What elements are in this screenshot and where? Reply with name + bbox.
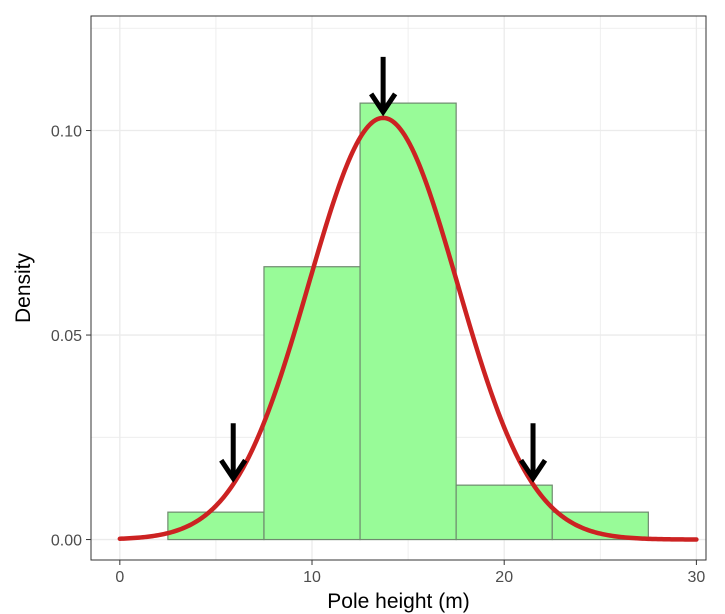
histogram-bar bbox=[263, 266, 361, 541]
axis-ticks bbox=[86, 130, 697, 565]
y-axis-title: Density bbox=[12, 252, 35, 323]
histogram-bar bbox=[359, 102, 457, 541]
density-curve-layer bbox=[117, 115, 699, 542]
x-tick-label: 10 bbox=[303, 569, 321, 586]
down-arrow-icon bbox=[219, 423, 248, 483]
histogram-bar bbox=[167, 511, 265, 541]
panel-border bbox=[90, 15, 707, 561]
y-tick-label: 0.10 bbox=[51, 124, 82, 141]
normal-density-curve bbox=[117, 115, 699, 542]
annotation-arrows bbox=[219, 56, 548, 483]
axis-tick-labels: 0 10 20 30 0.00 0.05 0.10 bbox=[51, 124, 706, 586]
down-arrow-icon bbox=[369, 56, 398, 117]
x-tick-label: 0 bbox=[115, 569, 124, 586]
histogram-bars bbox=[167, 102, 649, 541]
x-axis-title: Pole height (m) bbox=[327, 590, 469, 613]
histogram-bar bbox=[455, 484, 553, 541]
y-tick-label: 0.00 bbox=[51, 533, 82, 550]
x-tick-label: 20 bbox=[495, 569, 513, 586]
x-tick-label: 30 bbox=[687, 569, 705, 586]
y-tick-label: 0.05 bbox=[51, 328, 82, 345]
down-arrow-icon bbox=[518, 423, 548, 483]
